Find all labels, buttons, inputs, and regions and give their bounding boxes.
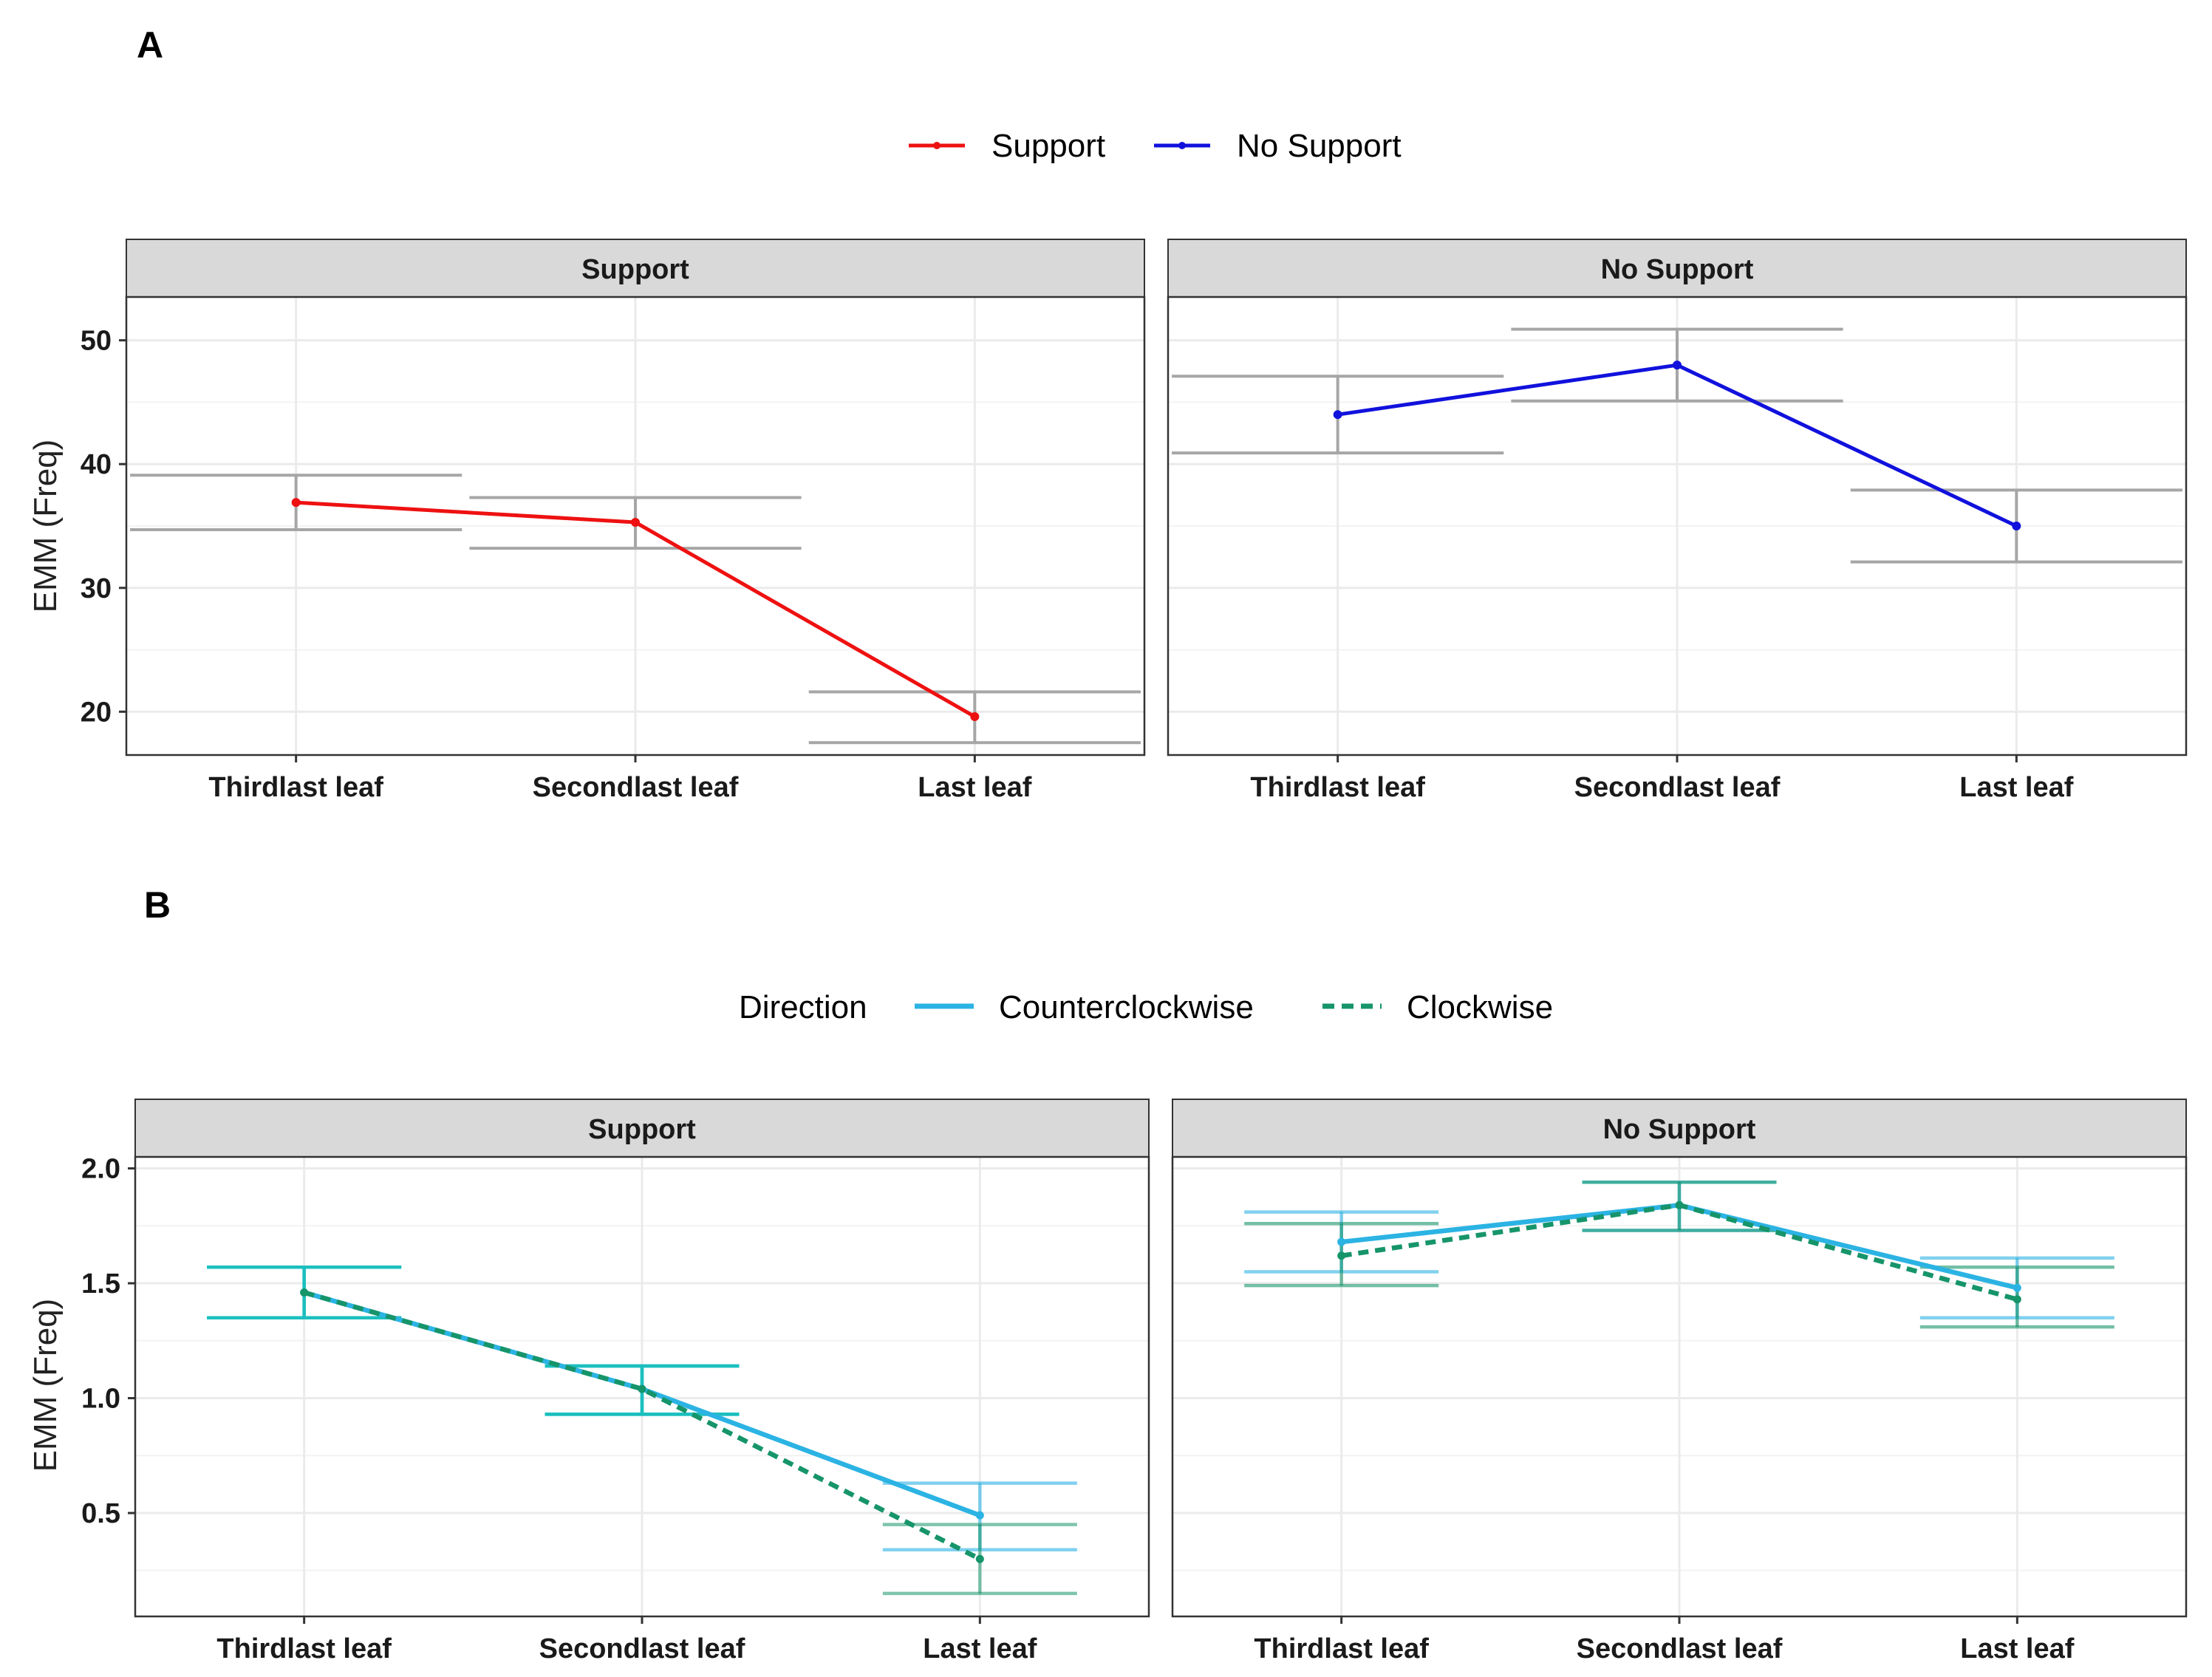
y-tick-label: 1.5 <box>81 1268 120 1299</box>
panel-b-y-axis-title: EMM (Freq) <box>27 1299 64 1472</box>
panel-b-label: B <box>144 884 171 926</box>
data-point-b-no-support-clockwise <box>1337 1251 1346 1260</box>
x-tick-label-secondlast-leaf: Secondlast leaf <box>1574 772 1781 803</box>
x-tick-label-thirdlast-leaf: Thirdlast leaf <box>1250 772 1425 803</box>
facet-a-support: Support Thirdlast leaf Secondlast leaf Last… <box>81 239 1146 803</box>
legend-b-label-counterclockwise: Counterclockwise <box>999 989 1254 1025</box>
strip-a-no-support <box>1167 239 2187 298</box>
data-point-a-no-support-no-support <box>1673 361 1682 370</box>
strip-label-b-support: Support <box>588 1114 696 1145</box>
x-tick-label-last-leaf: Last leaf <box>1960 1633 2075 1664</box>
data-point-b-support-clockwise <box>975 1554 984 1563</box>
strip-b-support <box>134 1099 1150 1158</box>
x-tick-label-last-leaf: Last leaf <box>918 772 1032 803</box>
series-line-b-support-clockwise <box>303 1290 981 1562</box>
x-tick-label-thirdlast-leaf: Thirdlast leaf <box>216 1633 392 1664</box>
legend-b-title: Direction <box>739 989 867 1025</box>
data-point-a-support-support <box>970 712 980 722</box>
facet-a-no-support: No Support Thirdlast leaf Secondlast leaf L… <box>1167 239 2188 803</box>
data-point-a-no-support-no-support <box>2012 522 2021 530</box>
facet-b-support: Support Thirdlast leaf Secondlast leaf Last… <box>81 1099 1150 1664</box>
legend-a: Support No Support <box>909 128 1402 164</box>
y-tick-label: 30 <box>81 573 112 604</box>
data-point-b-no-support-counterclockwise <box>2013 1283 2021 1292</box>
legend-b: Direction Counterclockwise Clockwise <box>739 989 1553 1025</box>
panel-b: B Direction Counterclockwise Clockwise E… <box>27 884 2188 1664</box>
strip-b-no-support <box>1172 1099 2187 1158</box>
data-point-b-support-counterclockwise <box>975 1511 984 1520</box>
y-tick-label: 2.0 <box>81 1154 120 1185</box>
panel-a-label: A <box>137 24 163 66</box>
x-tick-label-last-leaf: Last leaf <box>1959 772 2074 803</box>
legend-a-point-support <box>933 142 941 149</box>
legend-a-label-no-support: No Support <box>1237 128 1402 164</box>
x-tick-label-secondlast-leaf: Secondlast leaf <box>533 772 739 803</box>
strip-label-a-no-support: No Support <box>1601 254 1754 285</box>
data-point-b-no-support-clockwise <box>2013 1295 2021 1304</box>
data-point-b-no-support-counterclockwise <box>1337 1237 1346 1246</box>
data-point-a-no-support-no-support <box>1333 410 1342 420</box>
strip-label-b-no-support: No Support <box>1603 1114 1756 1145</box>
strip-label-a-support: Support <box>581 254 689 285</box>
y-tick-label: 40 <box>81 449 112 480</box>
x-tick-label-secondlast-leaf: Secondlast leaf <box>1577 1633 1783 1664</box>
x-tick-label-thirdlast-leaf: Thirdlast leaf <box>208 772 383 803</box>
data-point-a-support-support <box>291 498 301 508</box>
legend-a-label-support: Support <box>991 128 1105 164</box>
y-tick-label: 20 <box>81 697 112 728</box>
x-tick-label-last-leaf: Last leaf <box>923 1633 1037 1664</box>
data-point-b-support-clockwise <box>300 1288 309 1297</box>
data-point-b-support-clockwise <box>638 1384 646 1393</box>
data-point-a-support-support <box>631 517 640 527</box>
panel-a-y-axis-title: EMM (Freq) <box>27 440 64 613</box>
x-tick-label-secondlast-leaf: Secondlast leaf <box>539 1633 745 1664</box>
facet-b-no-support: No Support Thirdlast leaf Secondlast leaf L… <box>1171 1099 2188 1664</box>
panel-a: A Support No Support EMM (Freq) Support T… <box>27 24 2188 803</box>
y-tick-label: 1.0 <box>81 1384 120 1415</box>
legend-b-label-clockwise: Clockwise <box>1407 989 1553 1025</box>
data-point-b-no-support-clockwise <box>1675 1200 1684 1209</box>
legend-a-point-no-support <box>1178 142 1186 149</box>
x-tick-label-thirdlast-leaf: Thirdlast leaf <box>1254 1633 1429 1664</box>
y-tick-label: 50 <box>81 326 112 357</box>
y-tick-label: 0.5 <box>81 1498 120 1529</box>
